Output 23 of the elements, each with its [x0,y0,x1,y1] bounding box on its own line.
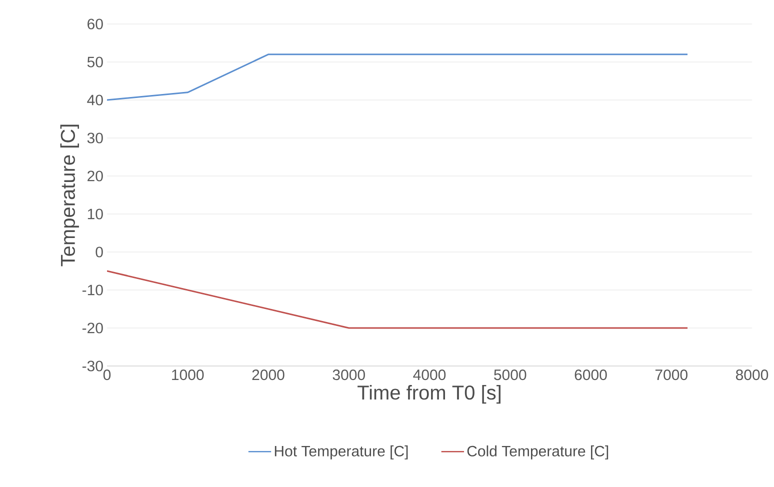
x-tick-label: 8000 [736,370,768,380]
y-tick-label: 50 [87,56,103,68]
y-axis-title: Temperature [C] [60,124,79,266]
x-tick-label: 5000 [494,370,526,380]
y-tick-label: 30 [87,132,103,144]
y-tick-label: 60 [88,18,103,30]
y-tick-label: -20 [82,322,103,334]
y-tick-label: -10 [82,284,103,296]
y-tick-label: 10 [88,208,103,220]
x-tick-label: 3000 [332,370,365,380]
x-tick-label: 2000 [252,370,284,380]
x-tick-label: 7000 [655,370,688,380]
x-axis-title: Time from T0 [s] [358,384,500,404]
y-tick-label: 20 [88,170,103,182]
x-tick-label: 6000 [574,370,607,380]
x-tick-label: 4000 [413,370,446,380]
y-tick-label: -30 [82,360,103,372]
y-tick-label: 40 [87,94,103,106]
y-tick-label: 0 [96,246,103,258]
x-tick-label: 1000 [172,370,204,380]
legend-label: Cold Temperature [C] [467,445,608,460]
legend-label: Hot Temperature [C] [274,445,408,460]
x-tick-label: 0 [103,370,111,380]
